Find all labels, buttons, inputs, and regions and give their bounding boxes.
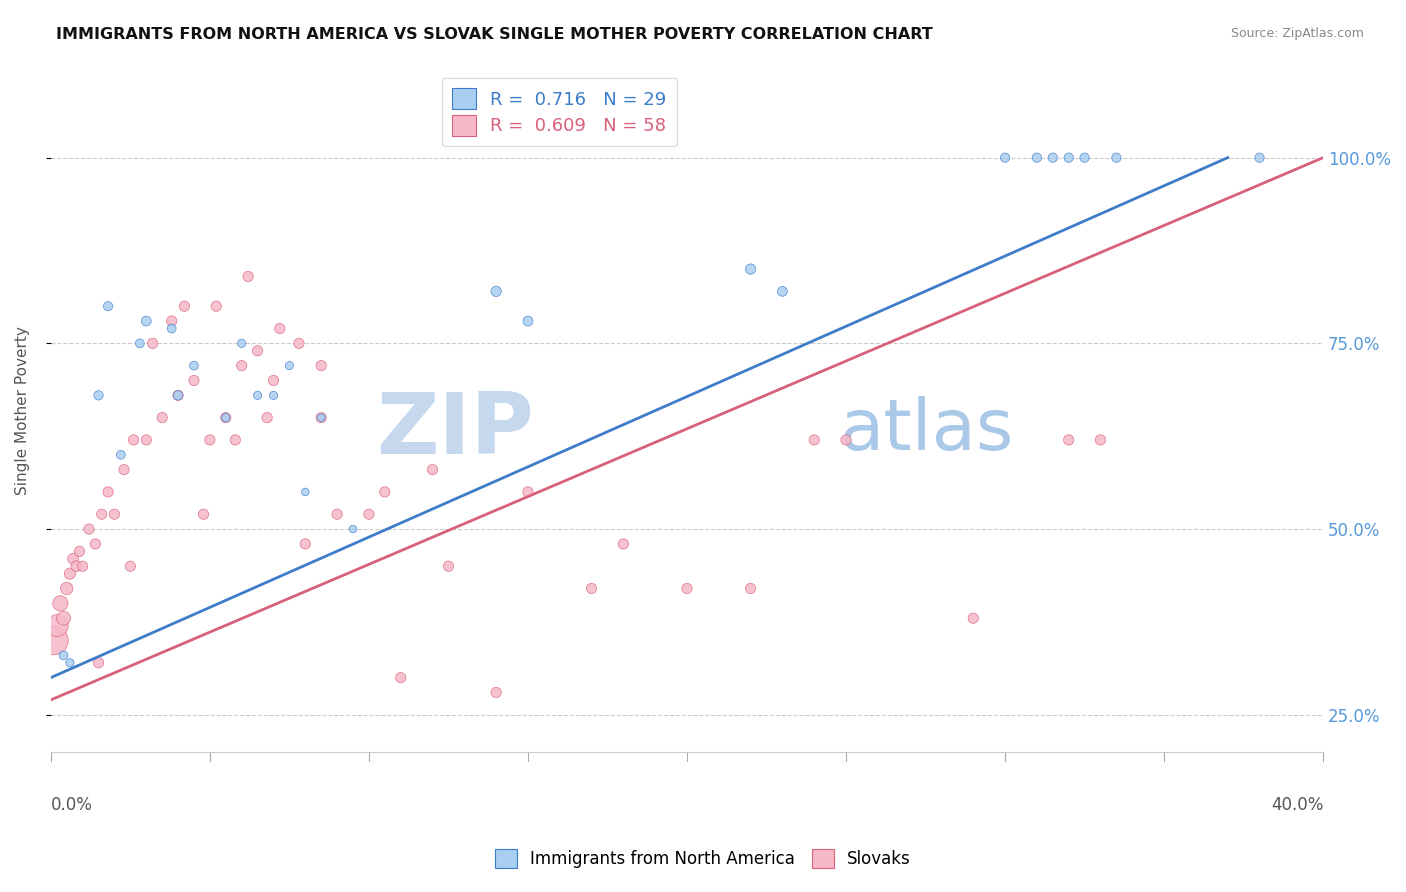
Text: ZIP: ZIP <box>377 389 534 472</box>
Point <box>224 433 246 447</box>
Text: 40.0%: 40.0% <box>1271 797 1323 814</box>
Point <box>150 410 173 425</box>
Point <box>160 321 183 335</box>
Y-axis label: Single Mother Poverty: Single Mother Poverty <box>15 326 30 495</box>
Point <box>110 448 132 462</box>
Point <box>1073 151 1095 165</box>
Point <box>263 374 285 388</box>
Legend: Immigrants from North America, Slovaks: Immigrants from North America, Slovaks <box>489 843 917 875</box>
Point <box>278 359 301 373</box>
Point <box>294 537 316 551</box>
Point <box>962 611 984 625</box>
Point <box>59 656 82 670</box>
Point <box>120 559 142 574</box>
Point <box>55 582 77 596</box>
Point <box>1105 151 1128 165</box>
Point <box>52 648 75 663</box>
Point <box>173 299 195 313</box>
Point <box>485 685 508 699</box>
Point <box>294 484 316 499</box>
Point <box>263 388 285 402</box>
Point <box>357 507 380 521</box>
Point <box>342 522 364 536</box>
Point <box>422 463 444 477</box>
Text: 0.0%: 0.0% <box>51 797 93 814</box>
Point <box>128 336 150 351</box>
Point <box>269 321 291 335</box>
Point <box>309 359 332 373</box>
Point <box>516 314 538 328</box>
Point <box>46 618 69 632</box>
Point <box>59 566 82 581</box>
Legend: R =  0.716   N = 29, R =  0.609   N = 58: R = 0.716 N = 29, R = 0.609 N = 58 <box>441 78 678 146</box>
Point <box>72 559 94 574</box>
Point <box>326 507 349 521</box>
Point <box>1057 151 1080 165</box>
Point <box>103 507 125 521</box>
Text: IMMIGRANTS FROM NORTH AMERICA VS SLOVAK SINGLE MOTHER POVERTY CORRELATION CHART: IMMIGRANTS FROM NORTH AMERICA VS SLOVAK … <box>56 27 934 42</box>
Point <box>246 343 269 358</box>
Point <box>62 551 84 566</box>
Point <box>1057 433 1080 447</box>
Point <box>309 410 332 425</box>
Point <box>49 596 72 610</box>
Text: atlas: atlas <box>839 396 1014 466</box>
Point <box>740 582 762 596</box>
Point <box>256 410 278 425</box>
Point <box>183 359 205 373</box>
Point <box>135 433 157 447</box>
Point <box>835 433 858 447</box>
Point <box>97 484 120 499</box>
Point <box>516 484 538 499</box>
Point <box>485 285 508 299</box>
Point <box>77 522 100 536</box>
Point <box>740 262 762 277</box>
Point <box>246 388 269 402</box>
Point <box>236 269 259 284</box>
Point <box>1090 433 1112 447</box>
Point <box>52 611 75 625</box>
Point <box>65 559 87 574</box>
Point <box>183 374 205 388</box>
Point <box>389 671 412 685</box>
Point <box>193 507 215 521</box>
Point <box>122 433 145 447</box>
Point <box>112 463 135 477</box>
Point <box>803 433 825 447</box>
Point <box>581 582 603 596</box>
Point <box>160 314 183 328</box>
Point <box>215 410 238 425</box>
Point <box>231 359 253 373</box>
Point <box>1042 151 1064 165</box>
Point <box>142 336 165 351</box>
Point <box>97 299 120 313</box>
Point <box>167 388 190 402</box>
Point <box>1025 151 1047 165</box>
Point <box>994 151 1017 165</box>
Point <box>288 336 311 351</box>
Point <box>135 314 157 328</box>
Point <box>69 544 91 558</box>
Point <box>87 656 110 670</box>
Point <box>198 433 221 447</box>
Point <box>84 537 107 551</box>
Point <box>437 559 460 574</box>
Point <box>612 537 634 551</box>
Text: Source: ZipAtlas.com: Source: ZipAtlas.com <box>1230 27 1364 40</box>
Point <box>374 484 396 499</box>
Point <box>42 633 65 648</box>
Point <box>90 507 112 521</box>
Point <box>231 336 253 351</box>
Point <box>770 285 793 299</box>
Point <box>676 582 699 596</box>
Point <box>215 410 238 425</box>
Point <box>87 388 110 402</box>
Point <box>1249 151 1271 165</box>
Point <box>205 299 228 313</box>
Point <box>167 388 190 402</box>
Point <box>309 410 332 425</box>
